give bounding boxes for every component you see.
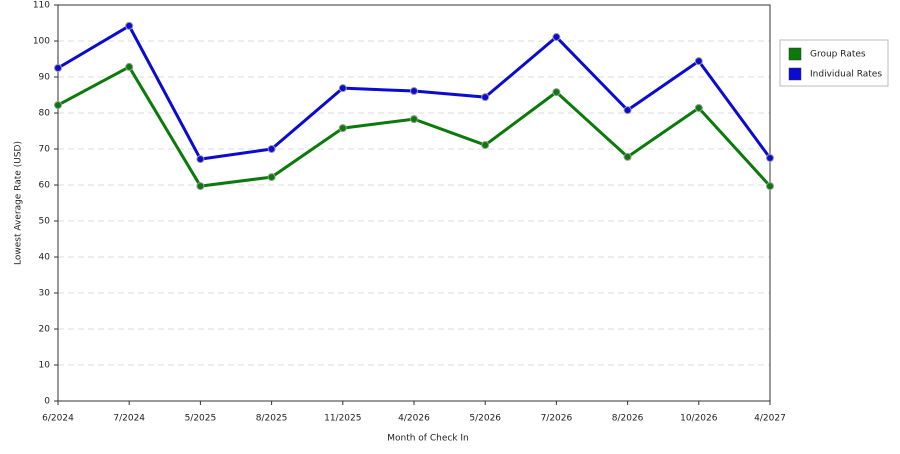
x-tick-label: 5/2026 bbox=[469, 414, 501, 424]
x-tick-label: 4/2027 bbox=[754, 414, 786, 424]
data-point bbox=[196, 155, 205, 164]
y-tick-label: 50 bbox=[39, 217, 51, 227]
data-point bbox=[623, 152, 632, 161]
x-tick-label: 5/2025 bbox=[185, 414, 217, 424]
x-tick-label: 7/2024 bbox=[113, 414, 145, 424]
data-point bbox=[410, 115, 418, 124]
legend-label: Group Rates bbox=[810, 50, 866, 60]
data-point bbox=[694, 103, 703, 112]
data-point bbox=[694, 57, 703, 66]
legend-swatch bbox=[788, 67, 802, 81]
data-point bbox=[196, 182, 205, 191]
data-point bbox=[766, 182, 774, 191]
y-tick-label: 40 bbox=[39, 253, 51, 263]
legend-label: Individual Rates bbox=[810, 70, 882, 80]
x-axis-label: Month of Check In bbox=[387, 434, 469, 444]
x-tick-label: 7/2026 bbox=[541, 414, 573, 424]
data-point bbox=[338, 124, 347, 133]
data-point bbox=[481, 141, 490, 150]
y-tick-label: 80 bbox=[39, 109, 51, 119]
data-point bbox=[338, 84, 347, 93]
legend-swatch bbox=[788, 47, 802, 61]
data-point bbox=[481, 93, 490, 102]
x-tick-label: 8/2025 bbox=[256, 414, 288, 424]
plot-frame bbox=[57, 4, 771, 402]
data-point bbox=[623, 106, 632, 115]
data-point bbox=[410, 87, 418, 96]
x-tick-label: 10/2026 bbox=[680, 414, 718, 424]
data-point bbox=[125, 62, 134, 71]
y-axis-label: Lowest Average Rate (USD) bbox=[14, 141, 24, 265]
y-tick-label: 60 bbox=[39, 181, 51, 191]
data-point bbox=[552, 88, 561, 97]
y-tick-label: 30 bbox=[39, 289, 51, 299]
y-tick-label: 20 bbox=[39, 325, 51, 335]
data-point bbox=[552, 33, 561, 42]
x-tick-label: 8/2026 bbox=[612, 414, 644, 424]
y-tick-label: 110 bbox=[33, 1, 50, 11]
data-point bbox=[267, 145, 276, 153]
data-point bbox=[125, 21, 134, 30]
x-tick-label: 6/2024 bbox=[42, 414, 74, 424]
y-tick-label: 0 bbox=[44, 397, 50, 407]
x-tick-label: 4/2026 bbox=[398, 414, 430, 424]
y-tick-label: 90 bbox=[39, 73, 51, 83]
x-tick-label: 11/2025 bbox=[324, 414, 361, 424]
y-tick-label: 10 bbox=[39, 361, 51, 371]
y-tick-label: 100 bbox=[33, 37, 50, 47]
data-point bbox=[54, 101, 62, 110]
data-point bbox=[54, 64, 62, 72]
data-point bbox=[267, 173, 276, 182]
y-tick-label: 70 bbox=[39, 145, 51, 155]
data-point bbox=[766, 154, 774, 162]
